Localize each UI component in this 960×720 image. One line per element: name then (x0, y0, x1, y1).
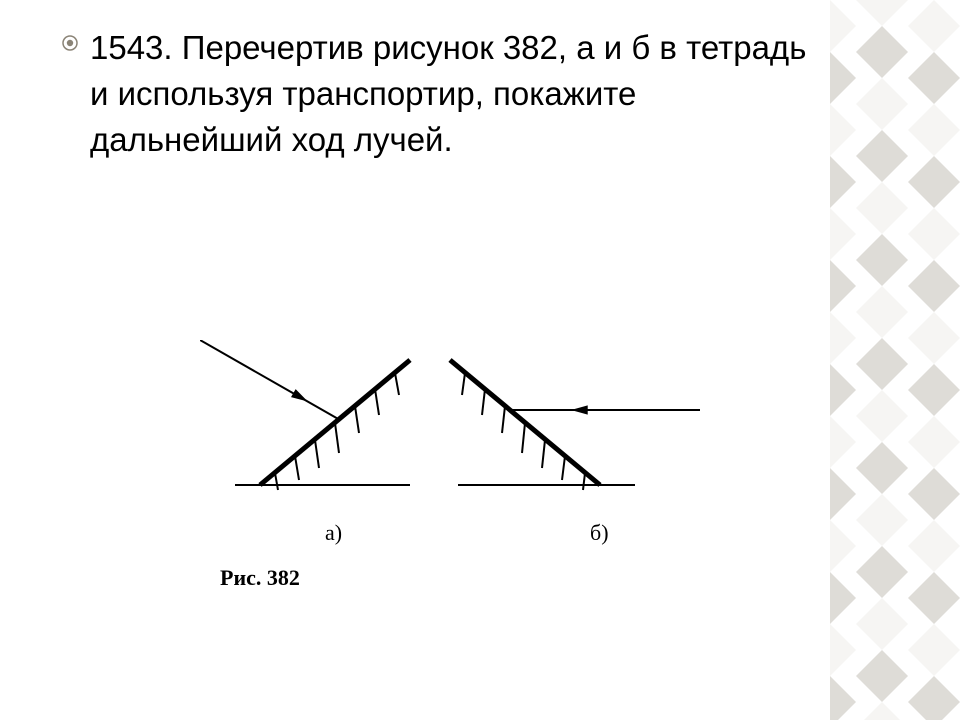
diamond-decoration (830, 0, 960, 720)
problem-text: 1543. Перечертив рисунок 382, а и б в те… (90, 25, 830, 164)
figure-382: а) б) Рис. 382 (200, 340, 720, 620)
figure-svg (200, 340, 720, 540)
bullet-icon (62, 35, 78, 51)
figure-label-b: б) (590, 520, 609, 546)
figure-label-a: а) (325, 520, 342, 546)
figure-caption: Рис. 382 (220, 565, 300, 591)
content-area: 1543. Перечертив рисунок 382, а и б в те… (90, 25, 830, 164)
